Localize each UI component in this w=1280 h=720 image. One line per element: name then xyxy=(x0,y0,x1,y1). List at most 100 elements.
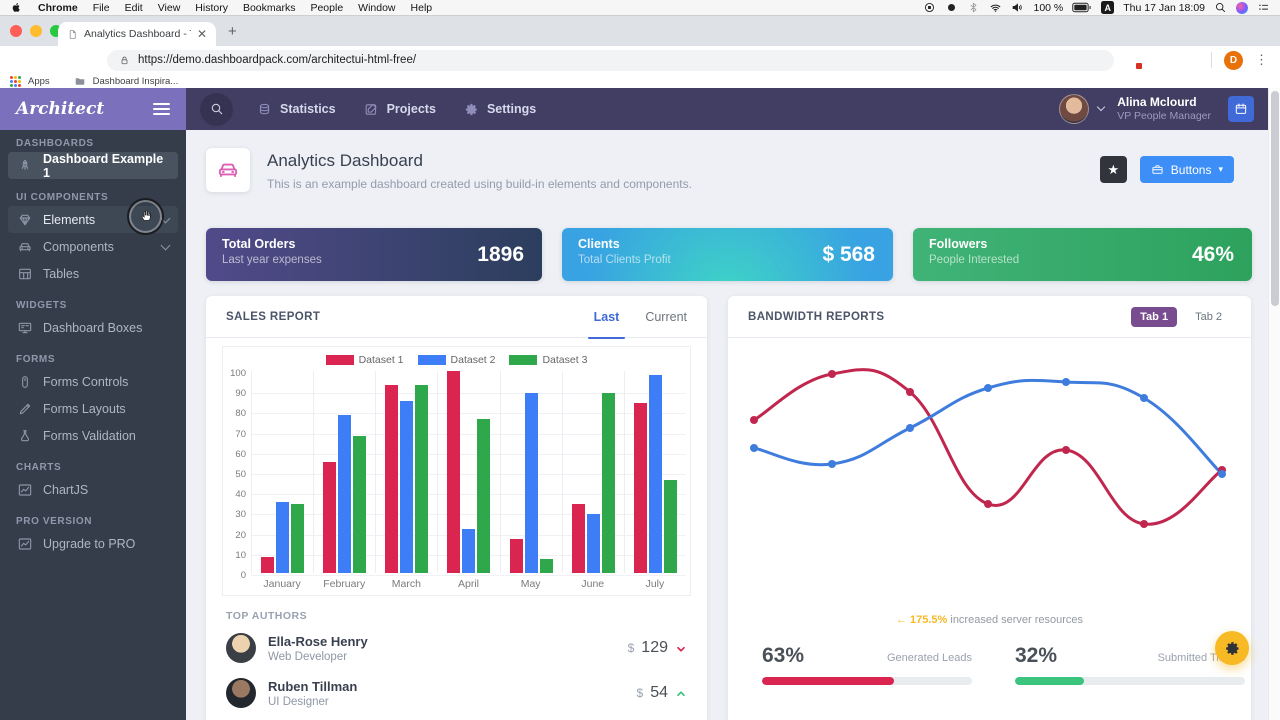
author-amount: $54 xyxy=(637,684,687,702)
stat-value: 32% xyxy=(1015,644,1058,667)
bookmark-star-icon[interactable] xyxy=(1153,52,1170,69)
bar-dataset-2 xyxy=(524,393,538,573)
buttons-dropdown[interactable]: Buttons ▾ xyxy=(1139,156,1234,183)
menubar-item-edit[interactable]: Edit xyxy=(124,1,143,14)
nav-item-statistics[interactable]: Statistics xyxy=(257,102,336,117)
search-button[interactable] xyxy=(200,92,233,126)
bandwidth-tab-tab-1[interactable]: Tab 1 xyxy=(1131,306,1178,327)
trend-up-icon xyxy=(675,687,687,699)
lock-icon[interactable] xyxy=(119,55,130,66)
y-axis-tick: 20 xyxy=(235,529,246,541)
app-header: Statistics Projects Settings Alina Mclourd… xyxy=(186,88,1268,130)
siri-icon[interactable] xyxy=(1236,1,1248,14)
wifi-icon[interactable] xyxy=(989,1,1002,14)
top-authors-title: TOP AUTHORS xyxy=(226,610,308,622)
sidebar-menu: DASHBOARDS Dashboard Example 1 UI COMPONEN… xyxy=(0,130,186,557)
input-source-icon[interactable]: A xyxy=(1101,1,1115,14)
nav-item-settings[interactable]: Settings xyxy=(464,102,536,117)
menubar-item-bookmarks[interactable]: Bookmarks xyxy=(242,1,296,14)
menubar-item-help[interactable]: Help xyxy=(410,1,433,14)
card-subtitle: People Interested xyxy=(929,254,1020,266)
settings-fab-button[interactable] xyxy=(1215,631,1249,665)
car-icon xyxy=(215,157,241,183)
new-tab-button[interactable]: + xyxy=(228,23,237,40)
apps-grid-icon[interactable] xyxy=(10,75,21,87)
bookmark-apps[interactable]: Apps xyxy=(28,75,50,87)
sidebar-section-title: FORMS xyxy=(16,354,56,365)
legend-swatch xyxy=(417,355,446,365)
menubar-item-people[interactable]: People xyxy=(310,1,344,14)
menubar-item-chrome[interactable]: Chrome xyxy=(38,1,78,14)
close-window-button[interactable] xyxy=(10,25,22,37)
menubar-item-file[interactable]: File xyxy=(92,1,110,14)
status-dot-icon[interactable] xyxy=(945,1,958,14)
apple-icon[interactable] xyxy=(10,1,23,14)
bluetooth-icon[interactable] xyxy=(967,1,980,14)
annotation-text: increased server resources xyxy=(950,614,1084,626)
calendar-button[interactable] xyxy=(1228,96,1254,122)
sidebar-item-tables[interactable]: Tables xyxy=(8,260,178,287)
page-scrollbar[interactable] xyxy=(1268,88,1280,720)
x-axis-label: July xyxy=(645,578,665,590)
sidebar-item-chartjs[interactable]: ChartJS xyxy=(8,476,178,503)
screen-record-icon[interactable] xyxy=(923,1,936,14)
y-axis-tick: 70 xyxy=(235,428,246,440)
progress-track xyxy=(1015,677,1245,685)
sales-tab-last[interactable]: Last xyxy=(587,296,625,339)
address-bar[interactable]: https://demo.dashboardpack.com/architect… xyxy=(107,49,1114,71)
user-avatar[interactable] xyxy=(1059,94,1090,124)
sidebar-item-label: Forms Controls xyxy=(43,374,129,389)
menubar-item-window[interactable]: Window xyxy=(358,1,396,14)
forward-icon[interactable] xyxy=(43,52,60,69)
nav-item-label: Statistics xyxy=(280,102,336,116)
sidebar-item-components[interactable]: Components xyxy=(8,233,178,260)
tab-close-icon[interactable]: ✕ xyxy=(196,27,207,41)
author-row[interactable]: Ruben Tillman UI Designer $54 xyxy=(226,674,687,712)
sales-tab-current[interactable]: Current xyxy=(645,309,687,324)
notification-center-icon[interactable] xyxy=(1257,1,1270,14)
sidebar-item-dashboard-boxes[interactable]: Dashboard Boxes xyxy=(8,314,178,341)
legend-label: Dataset 1 xyxy=(358,354,404,366)
spotlight-search-icon[interactable] xyxy=(1214,1,1227,14)
menubar-item-history[interactable]: History xyxy=(195,1,228,14)
bandwidth-tab-tab-2[interactable]: Tab 2 xyxy=(1195,310,1222,323)
bar-dataset-1 xyxy=(571,504,585,573)
scrollbar-thumb[interactable] xyxy=(1271,91,1279,306)
stat-label: Generated Leads xyxy=(886,652,972,664)
menubar-clock[interactable]: Thu 17 Jan 18:09 xyxy=(1123,1,1205,14)
sidebar-item-label: Tables xyxy=(43,266,80,281)
battery-icon[interactable] xyxy=(1072,1,1092,14)
sidebar-item-upgrade-to-pro[interactable]: Upgrade to PRO xyxy=(8,530,178,557)
author-row[interactable]: Ella-Rose Henry Web Developer $129 xyxy=(226,629,687,667)
chevron-down-icon[interactable] xyxy=(1096,102,1106,112)
browser-menu-icon[interactable]: ⋮ xyxy=(1255,52,1268,67)
extension-icon[interactable] xyxy=(1126,53,1142,69)
app-logo[interactable]: Architect xyxy=(16,99,105,119)
browser-tab[interactable]: Analytics Dashboard - This is a ✕ xyxy=(58,22,216,46)
y-axis-tick: 60 xyxy=(235,448,246,460)
sidebar-section-title: CHARTS xyxy=(16,462,62,473)
sidebar-item-elements[interactable]: Elements xyxy=(8,206,178,233)
buttons-label: Buttons xyxy=(1170,162,1212,177)
gridline xyxy=(251,494,686,496)
reload-icon[interactable] xyxy=(74,52,91,69)
back-icon[interactable] xyxy=(12,52,29,69)
camera-extension-icon[interactable] xyxy=(1182,52,1199,69)
sidebar-item-dashboard-example-1[interactable]: Dashboard Example 1 xyxy=(8,152,178,180)
minimize-window-button[interactable] xyxy=(30,25,42,37)
currency-symbol: $ xyxy=(627,641,635,655)
menubar-item-view[interactable]: View xyxy=(157,1,181,14)
hamburger-menu-icon[interactable] xyxy=(153,103,170,115)
star-button[interactable]: ★ xyxy=(1099,156,1127,183)
bar-group xyxy=(499,371,562,573)
profile-avatar[interactable]: D xyxy=(1224,50,1243,70)
sidebar-item-forms-controls[interactable]: Forms Controls xyxy=(8,368,178,395)
nav-item-projects[interactable]: Projects xyxy=(364,102,436,117)
toolbar-divider xyxy=(1211,52,1212,68)
sidebar-item-forms-layouts[interactable]: Forms Layouts xyxy=(8,395,178,422)
bookmark-folder-label[interactable]: Dashboard Inspira... xyxy=(92,75,179,87)
y-axis-tick: 90 xyxy=(235,388,246,400)
volume-icon[interactable] xyxy=(1011,1,1024,14)
sidebar-item-forms-validation[interactable]: Forms Validation xyxy=(8,422,178,449)
chart-legend: Dataset 1 Dataset 2 Dataset 3 xyxy=(223,354,690,366)
